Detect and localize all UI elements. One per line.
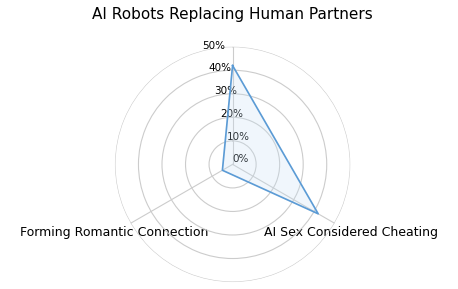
Title: AI Robots Replacing Human Partners: AI Robots Replacing Human Partners bbox=[92, 7, 373, 22]
Polygon shape bbox=[223, 66, 318, 214]
